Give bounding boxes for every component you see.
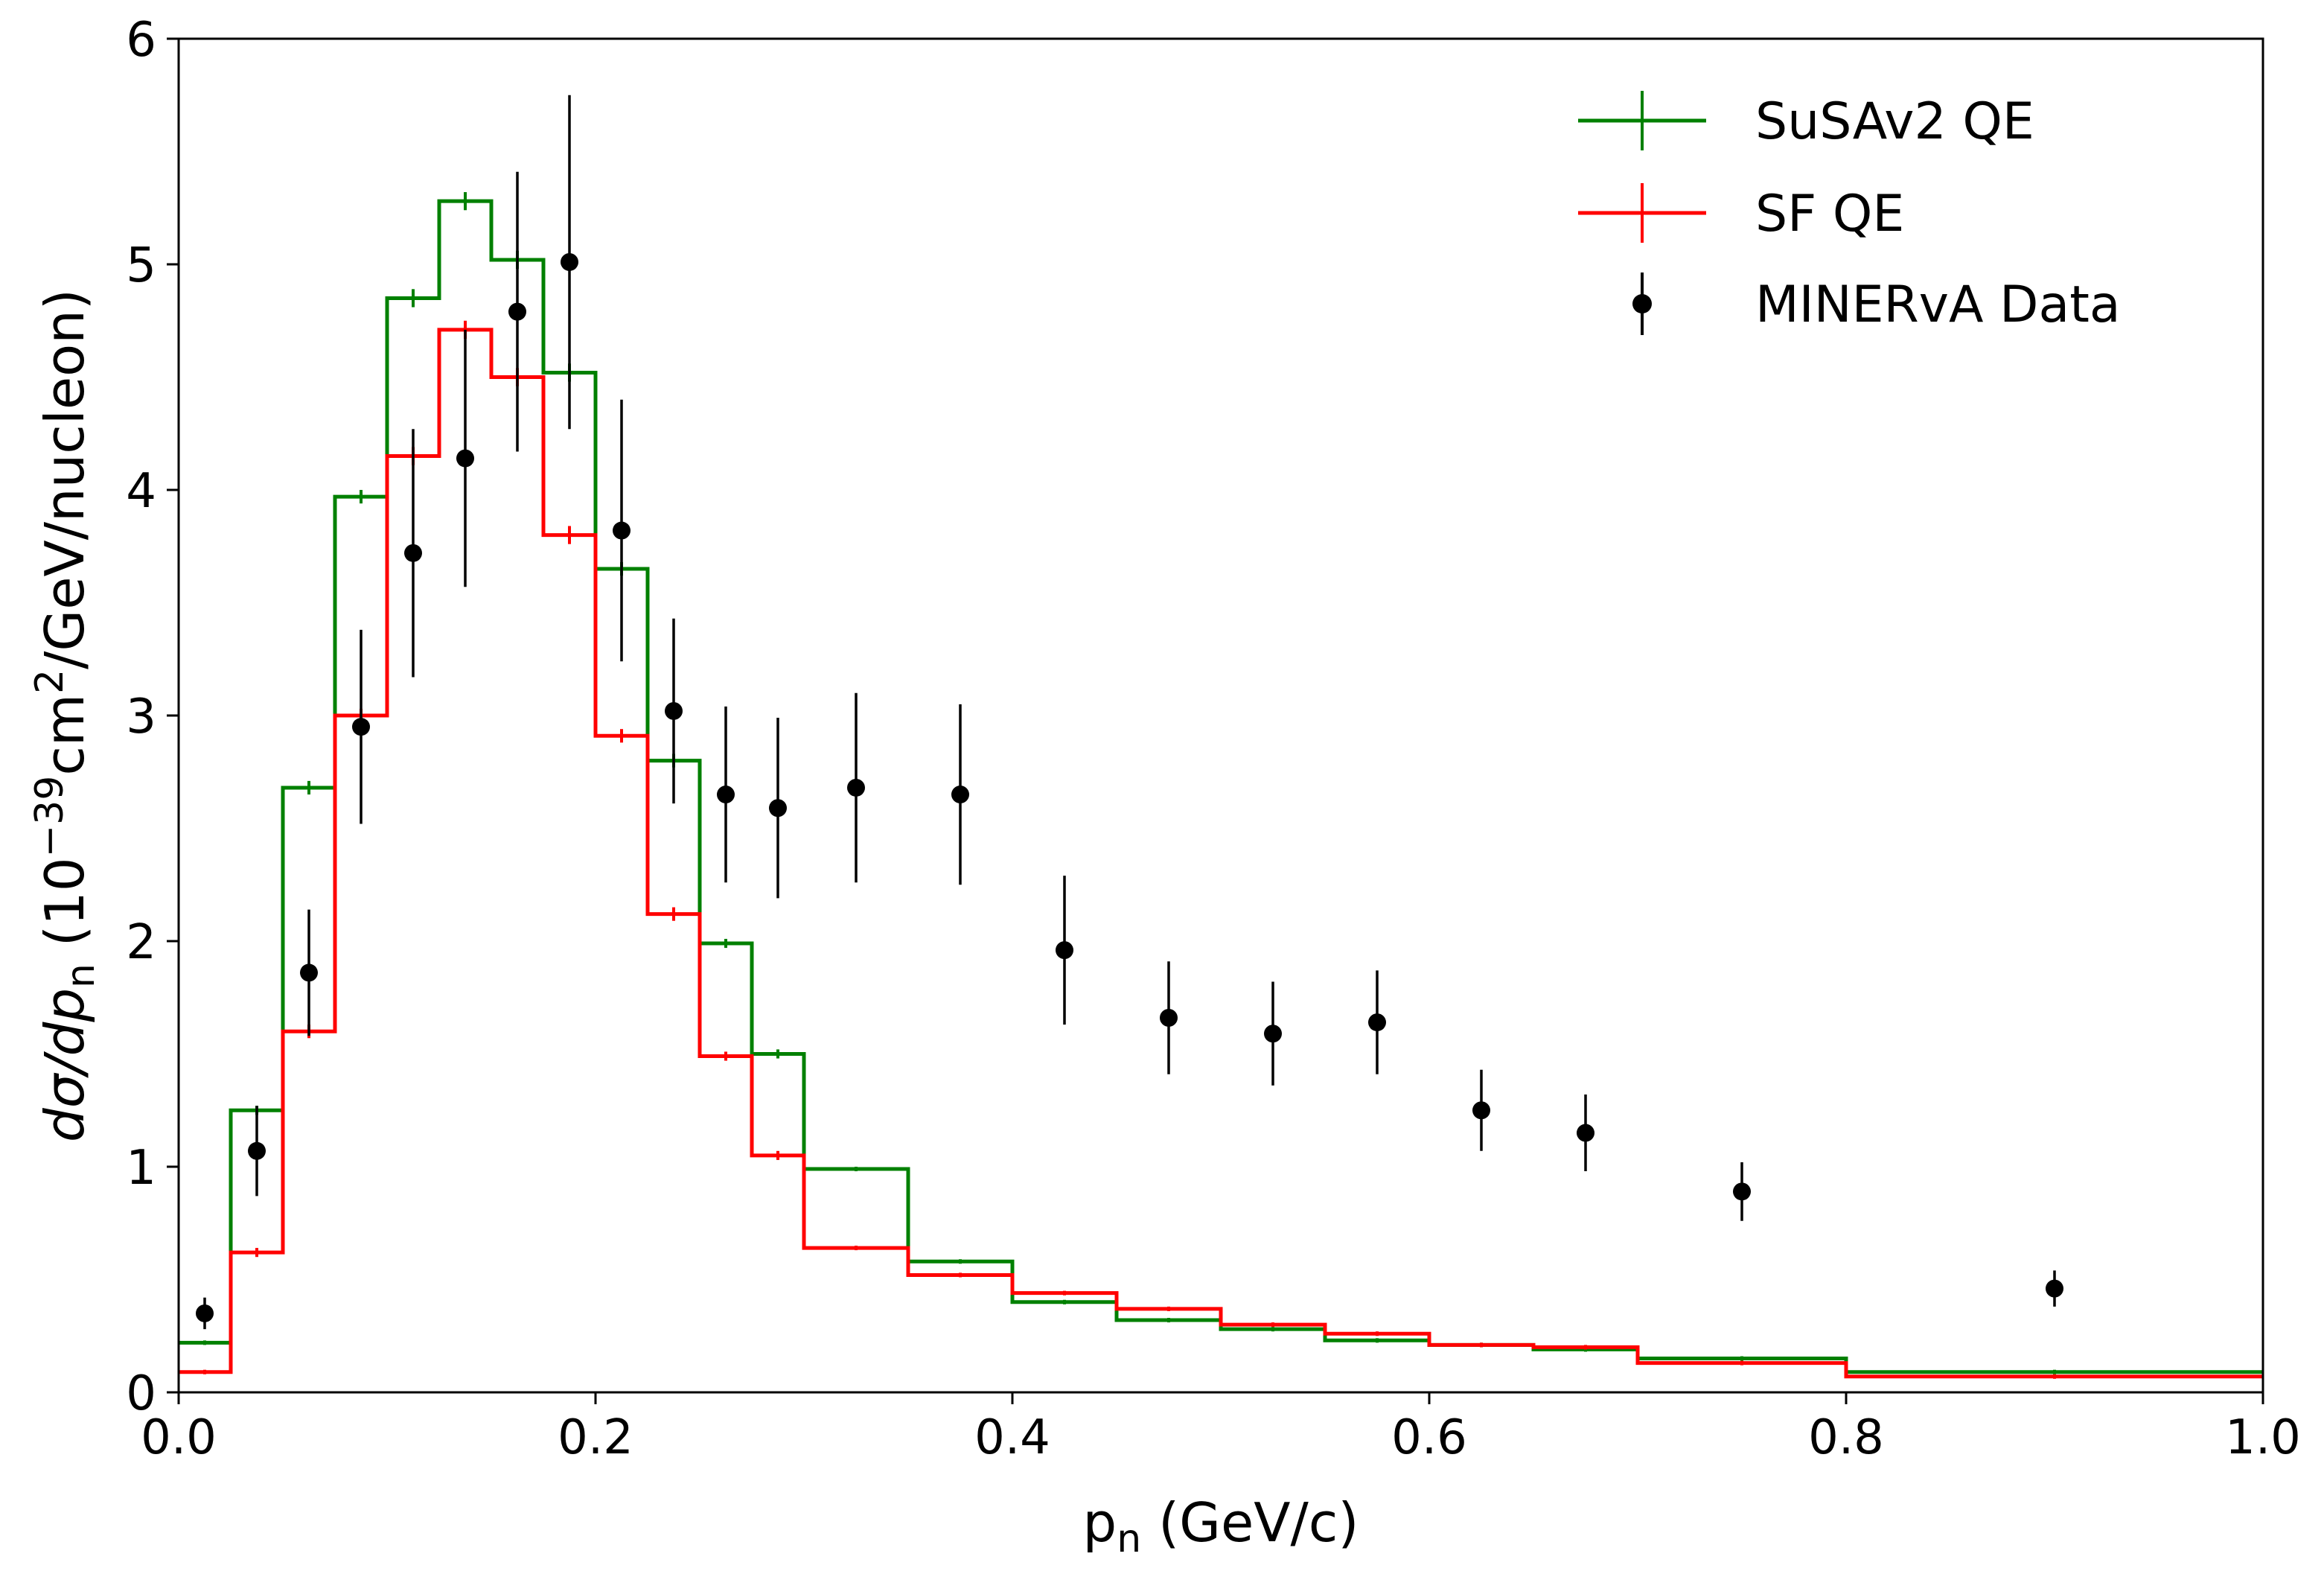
legend-label-susav2: SuSAv2 QE <box>1755 92 2034 151</box>
y-axis-title-superscript2: 2 <box>28 669 72 694</box>
data-point <box>561 252 578 271</box>
y-tick-label: 0 <box>126 1366 156 1421</box>
data-point <box>1160 1009 1178 1027</box>
data-point <box>404 544 422 562</box>
legend-marker-minerva <box>1632 294 1652 313</box>
y-tick-label: 6 <box>126 13 156 68</box>
y-axis-title-part4: /GeV/nucleon) <box>33 289 96 669</box>
y-axis-ticks: 0 1 2 3 4 5 6 <box>126 13 179 1421</box>
data-point <box>1264 1025 1282 1043</box>
legend-label-minerva: MINERvA Data <box>1755 275 2121 334</box>
legend-item-minerva: MINERvA Data <box>1632 273 2121 335</box>
data-point <box>508 302 526 321</box>
data-point <box>717 786 735 804</box>
data-point <box>352 718 370 736</box>
x-tick-label: 0.2 <box>558 1410 633 1465</box>
data-point <box>2046 1279 2063 1298</box>
y-tick-label: 3 <box>126 689 156 745</box>
data-point <box>248 1141 266 1160</box>
y-tick-label: 5 <box>126 238 156 293</box>
y-axis-title-part3: cm <box>33 694 96 776</box>
data-point <box>300 963 318 982</box>
x-tick-label: 0.4 <box>974 1410 1050 1465</box>
data-point <box>456 449 474 468</box>
data-point <box>847 778 865 797</box>
y-tick-label: 2 <box>126 915 156 970</box>
series-layer <box>179 192 2263 1379</box>
y-tick-label: 1 <box>126 1141 156 1196</box>
data-point <box>1368 1013 1386 1032</box>
legend-item-susav2: SuSAv2 QE <box>1578 91 2034 151</box>
data-point <box>951 786 969 804</box>
legend-label-sf: SF QE <box>1755 185 1904 243</box>
data-points-layer <box>196 95 2063 1330</box>
data-point <box>196 1304 214 1322</box>
y-axis-title-part2: (10 <box>33 857 96 963</box>
x-axis-title-subscript: n <box>1117 1517 1141 1561</box>
legend-item-sf: SF QE <box>1578 183 1904 243</box>
x-tick-label: 0.0 <box>141 1410 217 1465</box>
y-tick-label: 4 <box>126 464 156 519</box>
x-tick-label: 0.8 <box>1808 1410 1884 1465</box>
data-point <box>1733 1182 1751 1201</box>
data-point <box>1577 1124 1594 1142</box>
y-axis-title: dσ/dpn (10−39cm2/GeV/nucleon) <box>28 289 103 1142</box>
series-step-sf-qe <box>179 328 2263 1379</box>
x-axis-title-rest: (GeV/c) <box>1141 1491 1359 1554</box>
data-point <box>1472 1101 1490 1120</box>
y-axis-title-superscript1: −39 <box>28 776 72 858</box>
data-point <box>769 799 787 818</box>
x-tick-label: 1.0 <box>2225 1410 2301 1465</box>
data-point <box>665 701 683 720</box>
x-axis-title-main: p <box>1083 1491 1117 1554</box>
y-axis-title-subscript: n <box>59 963 103 988</box>
x-axis-ticks: 0.0 0.2 0.4 0.6 0.8 1.0 <box>141 1392 2301 1465</box>
data-point <box>613 521 631 540</box>
x-tick-label: 0.6 <box>1391 1410 1467 1465</box>
data-point <box>1056 941 1073 960</box>
y-axis-title-part1: dσ/dp <box>33 988 96 1142</box>
x-axis-title: pn (GeV/c) <box>1083 1491 1359 1561</box>
legend: SuSAv2 QE SF QE MINERvA Data <box>1578 91 2121 335</box>
